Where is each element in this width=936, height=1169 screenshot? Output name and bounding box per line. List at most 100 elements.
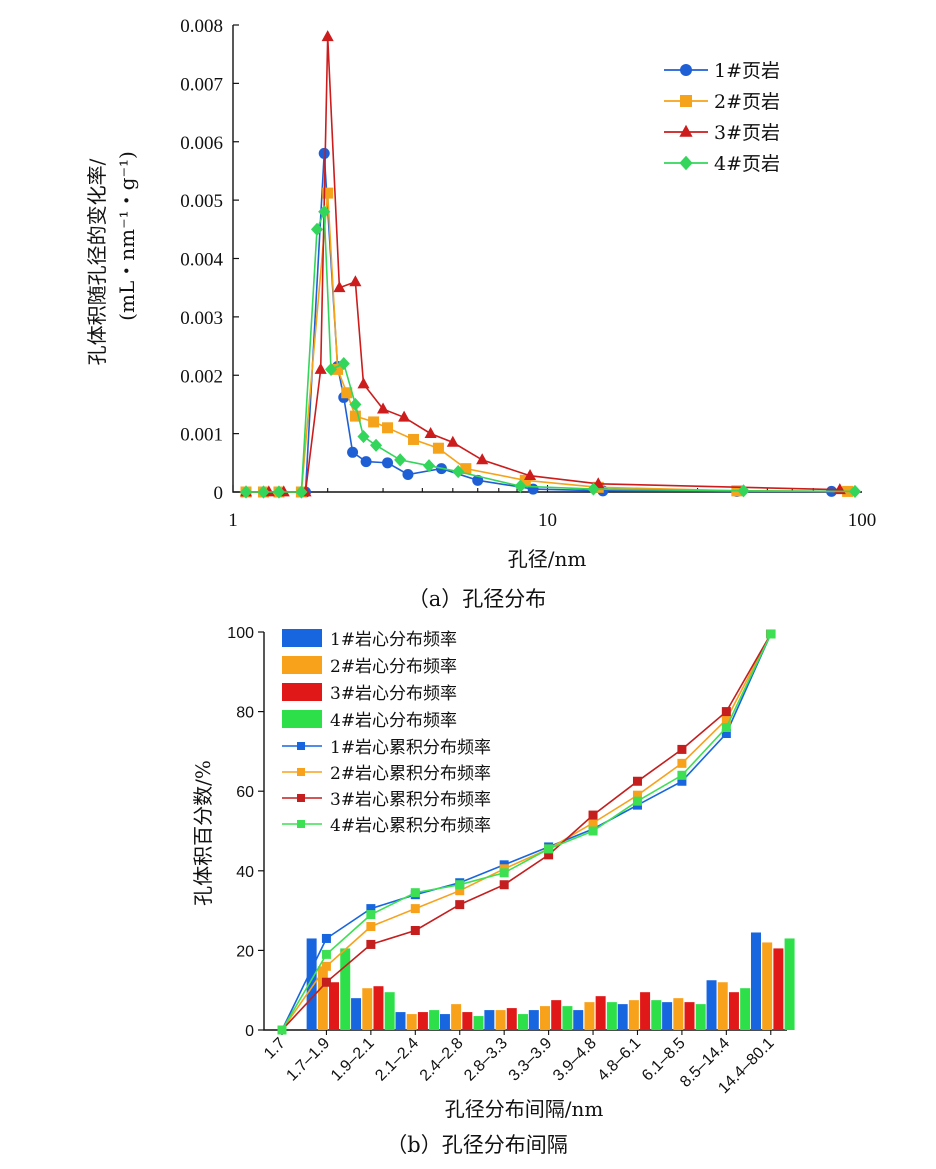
cumulative-point xyxy=(499,880,509,890)
legend-item: 2#岩心分布频率 xyxy=(282,656,457,677)
cumulative-point xyxy=(455,880,465,890)
cumulative-point xyxy=(366,904,376,914)
data-point xyxy=(394,453,407,467)
chart-b-caption: （b）孔径分布间隔 xyxy=(386,1133,567,1157)
bar xyxy=(695,1004,706,1030)
cumulative-series-4 xyxy=(277,629,776,1035)
data-point xyxy=(368,416,380,428)
data-point xyxy=(514,479,527,493)
bar xyxy=(640,992,651,1030)
bar xyxy=(728,992,739,1030)
cumulative-point xyxy=(677,770,687,780)
data-point xyxy=(357,377,370,389)
bar xyxy=(417,1012,428,1030)
legend-marker xyxy=(297,820,305,828)
cumulative-point xyxy=(455,886,465,896)
data-point xyxy=(337,356,350,371)
bar-series-1 xyxy=(306,932,761,1030)
data-point xyxy=(314,362,327,374)
legend-item: 1#岩心分布频率 xyxy=(282,629,457,650)
bar xyxy=(384,992,395,1030)
y-tick-label: 60 xyxy=(236,784,254,801)
bar xyxy=(540,1006,551,1030)
legend-label: 4#岩心分布频率 xyxy=(330,711,457,731)
bar xyxy=(684,1002,695,1030)
data-point xyxy=(519,474,531,486)
bar-series-4 xyxy=(340,938,795,1030)
legend-item: 4#岩心累积分布频率 xyxy=(282,816,491,836)
cumulative-point xyxy=(588,810,598,820)
legend-item: 3#页岩 xyxy=(664,122,780,144)
y-tick-label: 0.003 xyxy=(180,308,223,329)
y-tick-label: 100 xyxy=(227,625,254,642)
bar xyxy=(340,948,351,1030)
cumulative-point xyxy=(677,744,687,754)
data-point xyxy=(324,362,338,377)
cumulative-point xyxy=(499,868,509,878)
y-tick-label: 40 xyxy=(236,864,254,881)
y-tick-label: 80 xyxy=(236,705,254,722)
bar xyxy=(306,938,317,1030)
data-point xyxy=(424,427,437,439)
data-point xyxy=(452,464,465,479)
data-point xyxy=(446,435,459,447)
data-point xyxy=(587,482,600,496)
series-1 xyxy=(240,147,838,498)
legend-swatch xyxy=(282,710,322,728)
legend-marker xyxy=(680,95,692,107)
legend-item: 1#页岩 xyxy=(664,60,780,82)
legend-marker xyxy=(679,155,693,171)
cumulative-point xyxy=(721,715,731,725)
legend-marker xyxy=(679,124,693,137)
bar xyxy=(317,966,328,1030)
cumulative-line xyxy=(281,633,772,1031)
bar xyxy=(551,1000,562,1030)
bar xyxy=(517,1014,528,1030)
pore-size-distribution-chart: 0 0.001 0.002 0.003 0.004 0.005 0.006 0.007 0.00… xyxy=(85,16,876,611)
legend-item: 3#岩心累积分布频率 xyxy=(282,790,491,810)
chart-a-series xyxy=(239,30,862,499)
bar xyxy=(740,988,751,1030)
legend-label: 3#页岩 xyxy=(714,122,780,144)
legend-item: 4#岩心分布频率 xyxy=(282,710,457,731)
data-point xyxy=(322,187,334,199)
data-point xyxy=(848,484,862,499)
cumulative-line xyxy=(281,633,772,1031)
data-point xyxy=(369,438,383,452)
data-point xyxy=(349,410,361,422)
bar xyxy=(573,1010,584,1030)
data-point xyxy=(460,463,472,475)
data-point xyxy=(295,485,308,499)
y-tick-label: 0.007 xyxy=(180,74,223,95)
data-point xyxy=(272,485,286,499)
data-point xyxy=(382,422,394,434)
data-point xyxy=(398,410,411,422)
x-tick-label: 3.3–3.9 xyxy=(506,1035,556,1085)
bar xyxy=(506,1008,517,1030)
bar xyxy=(495,1010,506,1030)
cumulative-point xyxy=(632,776,642,786)
chart-b-legend: 1#岩心分布频率 2#岩心分布频率 3#岩心分布频率 4#岩心分布频率 1#岩心累积分布… xyxy=(282,629,491,836)
bar xyxy=(673,998,684,1030)
cumulative-point xyxy=(677,776,687,786)
data-point xyxy=(476,453,489,465)
legend-item: 4#页岩 xyxy=(664,153,780,175)
cumulative-point xyxy=(588,826,598,836)
cumulative-point xyxy=(321,933,331,943)
bar xyxy=(484,1010,495,1030)
bar xyxy=(351,998,362,1030)
bar-series-2 xyxy=(317,942,773,1030)
chart-b-y-label: 孔体积百分数/% xyxy=(191,760,215,906)
cumulative-point xyxy=(766,629,776,639)
y-tick-label: 0.006 xyxy=(180,133,223,154)
cumulative-point xyxy=(721,707,731,717)
cumulative-point xyxy=(455,900,465,910)
bar xyxy=(706,980,717,1030)
bar xyxy=(473,1016,484,1030)
data-point xyxy=(333,281,346,293)
cumulative-point xyxy=(588,818,598,828)
data-point xyxy=(357,429,370,444)
cumulative-point xyxy=(410,926,420,935)
chart-b-cumulative-lines xyxy=(277,629,776,1035)
